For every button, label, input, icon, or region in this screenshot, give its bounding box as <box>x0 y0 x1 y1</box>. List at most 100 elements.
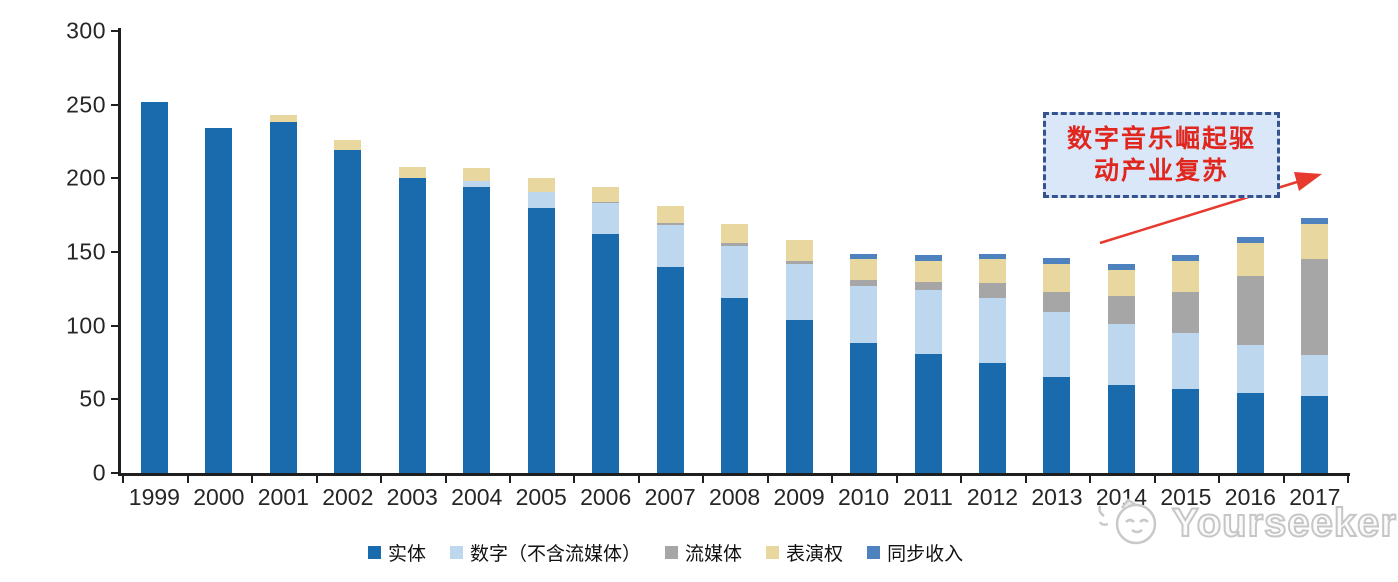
segment-实体-2017 <box>1301 396 1329 473</box>
bar-2013 <box>1043 257 1071 473</box>
x-tick-mark <box>1218 476 1221 483</box>
bar-2016 <box>1236 237 1264 473</box>
segment-表演权-2002 <box>334 140 362 151</box>
x-tick-label-2000: 2000 <box>193 484 245 510</box>
segment-表演权-2005 <box>527 178 555 192</box>
x-tick-mark <box>1024 476 1027 483</box>
y-tick-mark <box>111 103 119 106</box>
segment-流媒体-2012 <box>979 282 1006 298</box>
x-tick-label-2017: 2017 <box>1289 484 1341 510</box>
bar-2006 <box>592 187 620 473</box>
segment-数字（不含流媒体）-2013 <box>1043 312 1071 378</box>
annotation-callout: 数字音乐崛起驱 动产业复苏 <box>1043 112 1280 198</box>
x-tick-label-2003: 2003 <box>386 484 438 510</box>
x-tick-label-2011: 2011 <box>903 484 953 510</box>
x-tick-mark <box>960 476 963 483</box>
bar-2014 <box>1107 263 1135 473</box>
y-tick-label-300: 300 <box>66 17 106 44</box>
segment-实体-2004 <box>463 187 491 473</box>
y-tick-mark <box>111 251 119 253</box>
segment-表演权-2015 <box>1172 260 1200 292</box>
segment-表演权-2013 <box>1043 263 1071 292</box>
segment-数字（不含流媒体）-2014 <box>1107 324 1135 385</box>
legend-item-同步收入: 同步收入 <box>867 539 963 566</box>
bar-2002 <box>334 140 362 473</box>
x-tick-label-2010: 2010 <box>837 484 890 510</box>
segment-流媒体-2010 <box>850 280 878 286</box>
segment-数字（不含流媒体）-2007 <box>656 225 684 267</box>
bar-2010 <box>850 253 878 473</box>
legend-swatch-icon <box>450 546 464 559</box>
x-tick-label-2013: 2013 <box>1031 484 1083 510</box>
segment-表演权-2001 <box>269 115 297 123</box>
segment-同步收入-2010 <box>850 253 878 260</box>
segment-表演权-2010 <box>850 259 878 281</box>
segment-数字（不含流媒体）-2017 <box>1301 355 1329 397</box>
segment-实体-2013 <box>1043 377 1071 473</box>
bar-2009 <box>785 240 813 473</box>
segment-实体-2016 <box>1236 393 1264 473</box>
segment-表演权-2007 <box>656 206 684 223</box>
segment-表演权-2012 <box>979 259 1006 283</box>
segment-实体-2015 <box>1172 389 1200 473</box>
segment-实体-2010 <box>850 343 878 473</box>
segment-数字（不含流媒体）-2004 <box>463 181 491 188</box>
segment-实体-2002 <box>334 150 362 473</box>
bar-2001 <box>269 115 297 473</box>
bar-2003 <box>398 166 426 473</box>
x-tick-label-2002: 2002 <box>322 484 374 510</box>
x-tick-mark <box>251 476 254 483</box>
segment-同步收入-2011 <box>914 254 942 261</box>
segment-实体-2000 <box>205 128 233 473</box>
x-tick-mark <box>766 476 769 483</box>
x-tick-mark <box>1347 476 1350 483</box>
x-tick-mark <box>380 476 383 483</box>
segment-表演权-2004 <box>463 168 491 182</box>
legend-item-数字（不含流媒体）: 数字（不含流媒体） <box>450 539 641 566</box>
legend-item-流媒体: 流媒体 <box>665 539 742 566</box>
x-tick-label-2001: 2001 <box>257 484 309 510</box>
chart-legend: 实体 数字（不含流媒体） 流媒体 表演权 同步收入 <box>368 539 963 566</box>
legend-label: 表演权 <box>786 543 844 565</box>
segment-实体-2005 <box>527 207 555 473</box>
segment-流媒体-2007 <box>656 222 684 226</box>
segment-流媒体-2015 <box>1172 291 1200 334</box>
legend-label: 数字（不含流媒体） <box>470 543 642 565</box>
x-tick-mark <box>122 476 125 483</box>
legend-label: 实体 <box>388 543 427 565</box>
y-tick-label-150: 150 <box>66 238 106 265</box>
x-tick-label-2004: 2004 <box>451 484 503 510</box>
y-tick-mark <box>111 472 119 474</box>
x-tick-label-2014: 2014 <box>1095 484 1148 510</box>
segment-实体-2009 <box>785 319 813 473</box>
segment-同步收入-2012 <box>979 253 1006 260</box>
segment-同步收入-2014 <box>1107 263 1135 270</box>
x-tick-label-2016: 2016 <box>1224 484 1276 510</box>
segment-表演权-2006 <box>592 187 620 202</box>
segment-实体-2011 <box>914 353 942 473</box>
segment-实体-2001 <box>269 122 297 473</box>
segment-数字（不含流媒体）-2011 <box>914 290 942 354</box>
x-tick-mark <box>1282 476 1285 483</box>
y-tick-mark <box>111 324 119 327</box>
segment-流媒体-2017 <box>1301 259 1329 356</box>
bar-2012 <box>979 253 1006 473</box>
segment-实体-2003 <box>398 178 426 473</box>
bar-2007 <box>656 206 684 473</box>
segment-同步收入-2017 <box>1301 218 1329 225</box>
x-tick-mark <box>637 476 640 483</box>
segment-数字（不含流媒体）-2009 <box>785 263 813 320</box>
bar-2005 <box>527 178 555 473</box>
segment-同步收入-2013 <box>1043 257 1071 264</box>
x-tick-mark <box>186 476 189 483</box>
segment-流媒体-2008 <box>721 243 749 247</box>
x-axis-line <box>118 473 1350 476</box>
legend-item-实体: 实体 <box>368 539 426 566</box>
bar-2000 <box>205 128 233 473</box>
x-tick-mark <box>702 476 705 483</box>
x-tick-mark <box>895 476 898 483</box>
segment-实体-2008 <box>721 297 749 473</box>
annotation-line-2: 动产业复苏 <box>1093 156 1229 185</box>
x-tick-mark <box>508 476 511 483</box>
